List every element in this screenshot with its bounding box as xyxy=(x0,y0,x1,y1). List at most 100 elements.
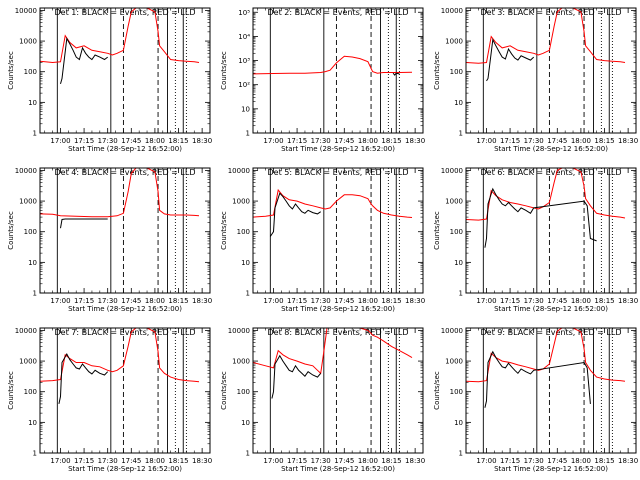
y-tick-label: 1 xyxy=(246,130,250,138)
y-tick-label: 100 xyxy=(237,228,250,236)
panel-title: Det 4: BLACK = Events, RED = LLD xyxy=(55,168,196,177)
series-events-line xyxy=(484,187,597,248)
panel-frame xyxy=(39,7,211,134)
x-tick-label: 17:15 xyxy=(74,137,94,145)
y-tick-label: 10³ xyxy=(238,57,250,65)
x-axis-label: Start Time (28-Sep-12 16:52:00) xyxy=(494,145,608,153)
x-tick-label: 17:30 xyxy=(98,297,118,305)
x-tick-label: 17:15 xyxy=(500,457,520,465)
x-tick-label: 17:45 xyxy=(121,137,141,145)
panel-frame xyxy=(39,167,211,294)
x-tick-label: 17:00 xyxy=(263,297,283,305)
series-lld-line xyxy=(253,55,413,75)
x-tick-label: 18:15 xyxy=(381,457,401,465)
panel-det-4: Det 4: BLACK = Events, RED = LLD 1 10 100 10… xyxy=(7,167,212,313)
series-lld-line xyxy=(253,188,413,218)
panel-frame xyxy=(252,167,424,294)
panel-frame xyxy=(39,327,211,454)
x-axis-label: Start Time (28-Sep-12 16:52:00) xyxy=(494,305,608,313)
x-tick-label: 17:30 xyxy=(311,137,331,145)
series-events-line xyxy=(271,354,322,399)
series-lld-line xyxy=(40,328,200,383)
series-events-line xyxy=(58,352,109,405)
y-tick-label: 1 xyxy=(246,450,250,458)
panel-frame xyxy=(465,167,637,294)
series-lld-line xyxy=(466,168,626,221)
y-tick-label: 1 xyxy=(459,130,463,138)
y-tick-label: 1000 xyxy=(445,198,463,206)
x-tick-label: 18:15 xyxy=(594,297,614,305)
x-tick-label: 18:00 xyxy=(358,457,378,465)
x-tick-label: 17:45 xyxy=(121,297,141,305)
panel-det-8: Det 8: BLACK = Events, RED = LLD 1 10 100 10… xyxy=(220,327,425,473)
panel-det-5: Det 5: BLACK = Events, RED = LLD 1 10 100 10… xyxy=(220,167,425,313)
x-tick-label: 18:00 xyxy=(571,297,591,305)
x-tick-label: 17:00 xyxy=(50,457,70,465)
y-axis-label: Counts/sec xyxy=(433,371,441,410)
x-tick-label: 18:30 xyxy=(405,297,425,305)
x-tick-label: 17:45 xyxy=(547,297,567,305)
x-axis-label: Start Time (28-Sep-12 16:52:00) xyxy=(281,465,395,473)
x-tick-label: 17:00 xyxy=(476,137,496,145)
y-tick-label: 10000 xyxy=(15,167,37,175)
series-events-line xyxy=(60,218,108,229)
y-tick-label: 10000 xyxy=(228,167,250,175)
y-tick-label: 10000 xyxy=(441,167,463,175)
x-tick-label: 17:15 xyxy=(500,297,520,305)
x-tick-label: 17:45 xyxy=(547,457,567,465)
panel-title: Det 5: BLACK = Events, RED = LLD xyxy=(268,168,409,177)
series-lld-line xyxy=(40,168,200,218)
y-tick-label: 100 xyxy=(24,228,37,236)
x-axis-label: Start Time (28-Sep-12 16:52:00) xyxy=(281,145,395,153)
series-events-line xyxy=(486,38,535,82)
x-tick-label: 18:15 xyxy=(594,457,614,465)
x-tick-label: 17:30 xyxy=(311,457,331,465)
series-lld-line xyxy=(40,8,200,64)
series-events-line xyxy=(392,72,400,76)
x-tick-label: 17:00 xyxy=(263,137,283,145)
y-tick-label: 100 xyxy=(24,388,37,396)
panel-title: Det 6: BLACK = Events, RED = LLD xyxy=(481,168,622,177)
x-tick-label: 18:00 xyxy=(358,137,378,145)
series-lld-line xyxy=(466,8,626,64)
y-tick-label: 10⁴ xyxy=(238,33,250,41)
y-tick-label: 10 xyxy=(28,259,37,267)
y-tick-label: 10² xyxy=(238,81,250,89)
x-tick-label: 18:30 xyxy=(192,457,212,465)
panel-frame xyxy=(465,327,637,454)
y-axis-label: Counts/sec xyxy=(7,51,15,90)
panel-title: Det 7: BLACK = Events, RED = LLD xyxy=(55,328,196,337)
x-tick-label: 18:15 xyxy=(381,137,401,145)
x-tick-label: 17:30 xyxy=(524,137,544,145)
x-tick-label: 17:00 xyxy=(263,457,283,465)
x-tick-label: 17:15 xyxy=(287,297,307,305)
x-tick-label: 17:15 xyxy=(287,137,307,145)
y-tick-label: 100 xyxy=(450,388,463,396)
y-tick-label: 1 xyxy=(459,290,463,298)
panel-det-9: Det 9: BLACK = Events, RED = LLD 1 10 100 10… xyxy=(433,327,638,473)
x-axis-label: Start Time (28-Sep-12 16:52:00) xyxy=(494,465,608,473)
panel-title: Det 8: BLACK = Events, RED = LLD xyxy=(268,328,409,337)
x-tick-label: 17:30 xyxy=(524,457,544,465)
x-tick-label: 18:15 xyxy=(168,137,188,145)
y-tick-label: 10 xyxy=(454,259,463,267)
x-tick-label: 18:00 xyxy=(358,297,378,305)
y-tick-label: 100 xyxy=(450,68,463,76)
x-tick-label: 18:15 xyxy=(594,137,614,145)
x-tick-label: 17:00 xyxy=(476,457,496,465)
y-tick-label: 1 xyxy=(33,450,37,458)
panel-det-6: Det 6: BLACK = Events, RED = LLD 1 10 100 10… xyxy=(433,167,638,313)
x-tick-label: 17:30 xyxy=(98,457,118,465)
y-axis-label: Counts/sec xyxy=(7,211,15,250)
x-tick-label: 18:30 xyxy=(405,457,425,465)
y-axis-label: Counts/sec xyxy=(7,371,15,410)
x-tick-label: 17:00 xyxy=(50,137,70,145)
x-tick-label: 17:15 xyxy=(74,457,94,465)
x-tick-label: 18:00 xyxy=(571,457,591,465)
y-axis-label: Counts/sec xyxy=(433,51,441,90)
y-axis-label: Counts/sec xyxy=(220,371,228,410)
x-tick-label: 18:30 xyxy=(192,297,212,305)
y-tick-label: 10 xyxy=(28,419,37,427)
x-tick-label: 18:15 xyxy=(381,297,401,305)
series-lld-line xyxy=(253,328,413,375)
